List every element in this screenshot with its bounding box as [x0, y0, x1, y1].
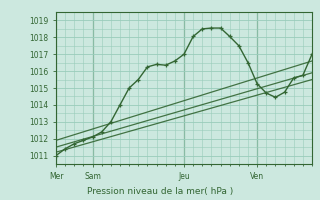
Text: Pression niveau de la mer( hPa ): Pression niveau de la mer( hPa )	[87, 187, 233, 196]
